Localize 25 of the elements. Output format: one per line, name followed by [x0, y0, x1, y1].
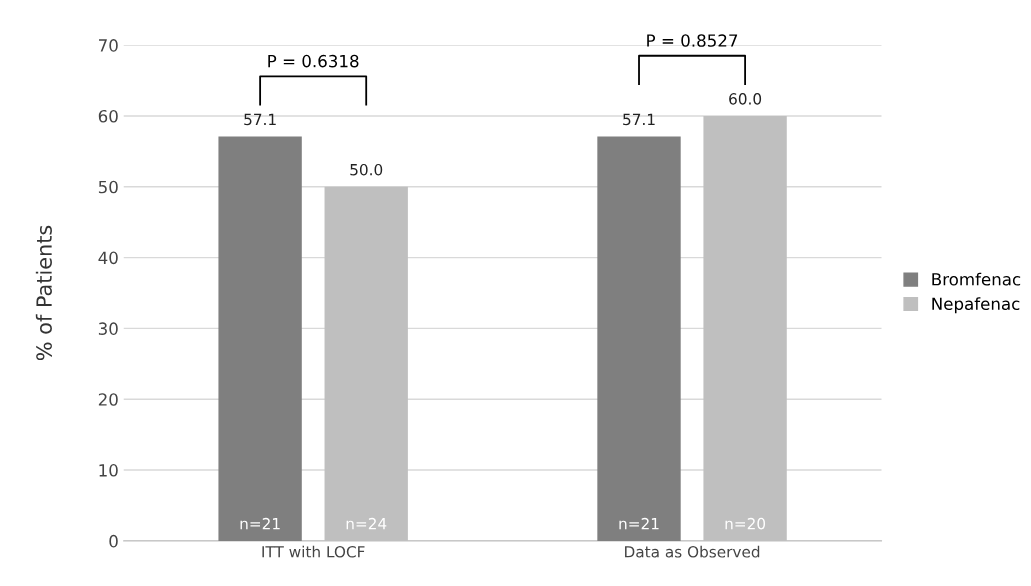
y-tick-label: 30: [98, 322, 118, 335]
y-tick-label: 50: [98, 180, 118, 194]
annotation: n=20: [725, 517, 766, 530]
annotation: n=24: [346, 517, 387, 530]
x-tick-label: Data as Observed: [625, 545, 760, 558]
legend-label: Nepafenac: [932, 297, 1020, 314]
annotation: n=21: [619, 517, 659, 530]
data-label: 57.1: [623, 113, 655, 126]
y-axis-title: % of Patients: [35, 225, 52, 361]
bar: [597, 136, 681, 541]
annotation: P = 0.6318: [268, 54, 359, 68]
annotation: P = 0.8527: [647, 34, 738, 47]
data-label: 57.1: [244, 113, 276, 126]
bar: [218, 136, 302, 541]
data-label: 60.0: [729, 93, 762, 105]
y-tick-label: 10: [99, 464, 118, 477]
y-tick-label: 0: [109, 534, 118, 548]
x-tick-label: ITT with LOCF: [262, 545, 365, 558]
y-tick-label: 70: [99, 39, 118, 52]
y-tick-label: 20: [98, 393, 118, 406]
legend-label: Bromfenac: [932, 272, 1021, 286]
y-tick-label: 60: [98, 109, 118, 123]
data-label: 50.0: [350, 163, 383, 176]
annotation: n=21: [240, 517, 280, 530]
y-tick-label: 40: [98, 251, 118, 265]
